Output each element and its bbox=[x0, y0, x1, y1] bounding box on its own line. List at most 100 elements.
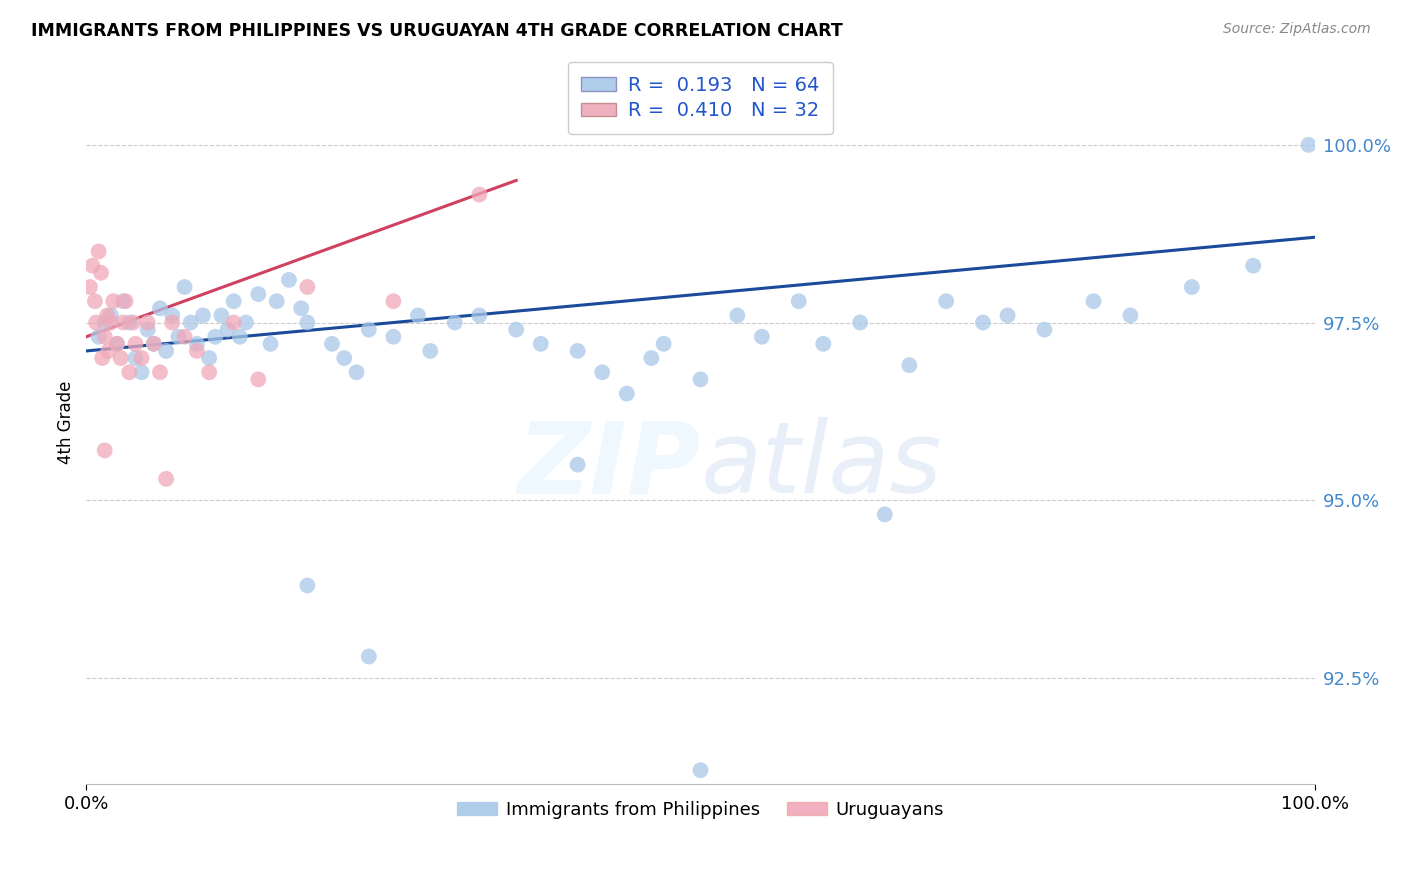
Point bbox=[567, 458, 589, 472]
Point bbox=[813, 336, 835, 351]
Point bbox=[83, 294, 105, 309]
Point bbox=[725, 309, 748, 323]
Point bbox=[652, 336, 675, 351]
Point bbox=[173, 280, 195, 294]
Point bbox=[110, 351, 132, 365]
Point bbox=[93, 330, 115, 344]
Point bbox=[873, 508, 896, 522]
Point bbox=[90, 266, 112, 280]
Point bbox=[297, 578, 319, 592]
Point bbox=[259, 336, 281, 351]
Point bbox=[103, 294, 125, 309]
Point bbox=[105, 336, 128, 351]
Text: ZIP: ZIP bbox=[517, 417, 700, 514]
Point bbox=[229, 330, 252, 344]
Point bbox=[87, 244, 110, 259]
Point bbox=[751, 330, 773, 344]
Point bbox=[173, 330, 195, 344]
Point bbox=[149, 301, 172, 316]
Point bbox=[1241, 259, 1264, 273]
Point bbox=[419, 343, 441, 358]
Point bbox=[278, 273, 301, 287]
Point bbox=[186, 336, 208, 351]
Point bbox=[972, 316, 994, 330]
Point bbox=[118, 365, 141, 379]
Point bbox=[382, 330, 405, 344]
Point bbox=[382, 294, 405, 309]
Point bbox=[155, 472, 177, 486]
Point bbox=[191, 309, 214, 323]
Point bbox=[93, 316, 115, 330]
Point bbox=[118, 316, 141, 330]
Point bbox=[290, 301, 312, 316]
Point bbox=[247, 287, 270, 301]
Point bbox=[131, 365, 153, 379]
Point bbox=[79, 280, 101, 294]
Point bbox=[122, 316, 145, 330]
Point bbox=[567, 343, 589, 358]
Point bbox=[91, 351, 114, 365]
Point bbox=[222, 294, 245, 309]
Point bbox=[97, 343, 120, 358]
Point bbox=[1298, 137, 1320, 152]
Point bbox=[162, 309, 184, 323]
Point bbox=[1083, 294, 1105, 309]
Point bbox=[186, 343, 208, 358]
Point bbox=[87, 330, 110, 344]
Point bbox=[357, 649, 380, 664]
Point bbox=[93, 443, 115, 458]
Point bbox=[505, 323, 527, 337]
Point bbox=[616, 386, 638, 401]
Point bbox=[136, 323, 159, 337]
Point bbox=[131, 351, 153, 365]
Point bbox=[468, 187, 491, 202]
Point bbox=[180, 316, 202, 330]
Point bbox=[167, 330, 190, 344]
Point bbox=[114, 294, 136, 309]
Point bbox=[105, 336, 128, 351]
Point bbox=[530, 336, 553, 351]
Point bbox=[235, 316, 257, 330]
Point bbox=[591, 365, 613, 379]
Point bbox=[297, 316, 319, 330]
Point bbox=[266, 294, 288, 309]
Point bbox=[124, 336, 146, 351]
Legend: Immigrants from Philippines, Uruguayans: Immigrants from Philippines, Uruguayans bbox=[450, 794, 952, 826]
Point bbox=[689, 763, 711, 777]
Point bbox=[112, 294, 135, 309]
Point bbox=[849, 316, 872, 330]
Point bbox=[787, 294, 810, 309]
Point bbox=[155, 343, 177, 358]
Point bbox=[321, 336, 343, 351]
Point bbox=[124, 351, 146, 365]
Point bbox=[1119, 309, 1142, 323]
Point bbox=[222, 316, 245, 330]
Point bbox=[112, 316, 135, 330]
Point bbox=[82, 259, 104, 273]
Point bbox=[209, 309, 232, 323]
Point bbox=[333, 351, 356, 365]
Y-axis label: 4th Grade: 4th Grade bbox=[58, 380, 75, 464]
Point bbox=[149, 365, 172, 379]
Text: IMMIGRANTS FROM PHILIPPINES VS URUGUAYAN 4TH GRADE CORRELATION CHART: IMMIGRANTS FROM PHILIPPINES VS URUGUAYAN… bbox=[31, 22, 842, 40]
Point bbox=[162, 316, 184, 330]
Point bbox=[247, 372, 270, 386]
Point bbox=[898, 358, 921, 372]
Point bbox=[198, 365, 221, 379]
Point bbox=[204, 330, 226, 344]
Point bbox=[136, 316, 159, 330]
Point bbox=[935, 294, 957, 309]
Point bbox=[406, 309, 429, 323]
Text: Source: ZipAtlas.com: Source: ZipAtlas.com bbox=[1223, 22, 1371, 37]
Point bbox=[198, 351, 221, 365]
Point bbox=[217, 323, 239, 337]
Point bbox=[1033, 323, 1056, 337]
Point bbox=[100, 316, 122, 330]
Point bbox=[443, 316, 465, 330]
Point bbox=[640, 351, 662, 365]
Point bbox=[297, 280, 319, 294]
Point bbox=[142, 336, 165, 351]
Point bbox=[84, 316, 107, 330]
Point bbox=[689, 372, 711, 386]
Point bbox=[96, 309, 118, 323]
